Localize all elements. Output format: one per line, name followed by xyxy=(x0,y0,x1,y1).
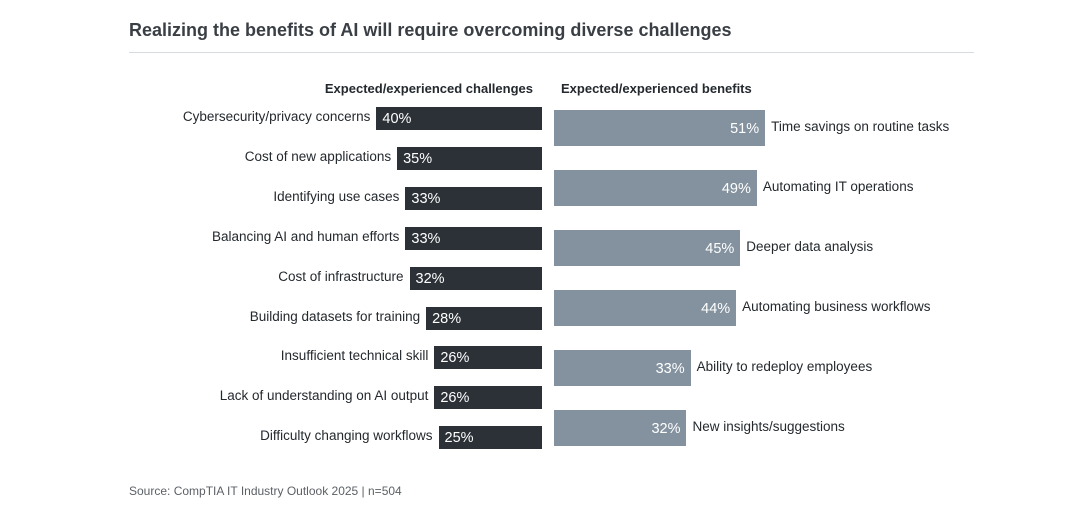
challenge-value-label: 25% xyxy=(444,430,474,447)
challenge-category-label: Cost of infrastructure xyxy=(278,268,404,284)
benefit-category-label: Automating IT operations xyxy=(762,179,914,194)
chart-title: Realizing the benefits of AI will requir… xyxy=(129,20,732,40)
challenge-value-label: 40% xyxy=(382,111,412,127)
challenge-category-label: Balancing AI and human efforts xyxy=(212,228,400,244)
challenge-bar xyxy=(438,426,542,450)
benefit-bar xyxy=(554,110,766,146)
benefit-category-label: Automating business workflows xyxy=(742,299,931,314)
challenge-category-label: Building datasets for training xyxy=(249,308,421,324)
benefit-value-label: 33% xyxy=(655,361,685,377)
challenge-value-label: 26% xyxy=(440,350,470,367)
challenge-category-label: Difficulty changing workflows xyxy=(260,428,433,444)
challenge-value-label: 35% xyxy=(403,150,433,167)
challenge-value-label: 26% xyxy=(440,390,470,407)
challenge-bar xyxy=(426,306,542,330)
benefit-category-label: Deeper data analysis xyxy=(746,239,874,254)
challenge-bar xyxy=(434,386,542,410)
challenge-category-label: Identifying use cases xyxy=(273,188,400,204)
benefit-value-label: 49% xyxy=(721,181,751,197)
benefits-header: Expected/experienced benefits xyxy=(561,81,752,96)
benefit-bar xyxy=(554,170,757,206)
title-divider xyxy=(129,52,974,53)
challenge-category-label: Insufficient technical skill xyxy=(280,348,429,364)
challenge-bar xyxy=(405,186,542,210)
benefit-bar xyxy=(554,350,691,386)
benefit-bar xyxy=(554,410,687,446)
challenge-bar xyxy=(376,107,542,130)
challenge-value-label: 33% xyxy=(411,230,441,247)
challenge-bar xyxy=(409,266,542,290)
challenge-bar xyxy=(397,146,542,170)
challenges-header: Expected/experienced challenges xyxy=(324,81,533,96)
source-note: Source: CompTIA IT Industry Outlook 2025… xyxy=(129,484,402,498)
benefit-category-label: New insights/suggestions xyxy=(692,419,845,434)
benefit-category-label: Ability to redeploy employees xyxy=(696,359,873,374)
challenge-value-label: 32% xyxy=(415,270,445,287)
challenge-category-label: Cost of new applications xyxy=(244,148,392,164)
challenge-value-label: 33% xyxy=(411,190,441,207)
benefit-value-label: 45% xyxy=(705,241,735,257)
benefit-value-label: 32% xyxy=(651,421,681,437)
benefit-category-label: Time savings on routine tasks xyxy=(771,119,950,134)
challenge-value-label: 28% xyxy=(432,310,462,327)
challenge-category-label: Lack of understanding on AI output xyxy=(219,388,429,404)
challenge-category-label: Cybersecurity/privacy concerns xyxy=(182,109,371,124)
benefit-bar xyxy=(554,230,741,266)
benefit-bar xyxy=(554,290,737,326)
challenge-bar xyxy=(434,346,542,370)
benefit-value-label: 51% xyxy=(730,121,760,137)
benefit-value-label: 44% xyxy=(701,301,731,317)
challenge-bar xyxy=(405,226,542,250)
